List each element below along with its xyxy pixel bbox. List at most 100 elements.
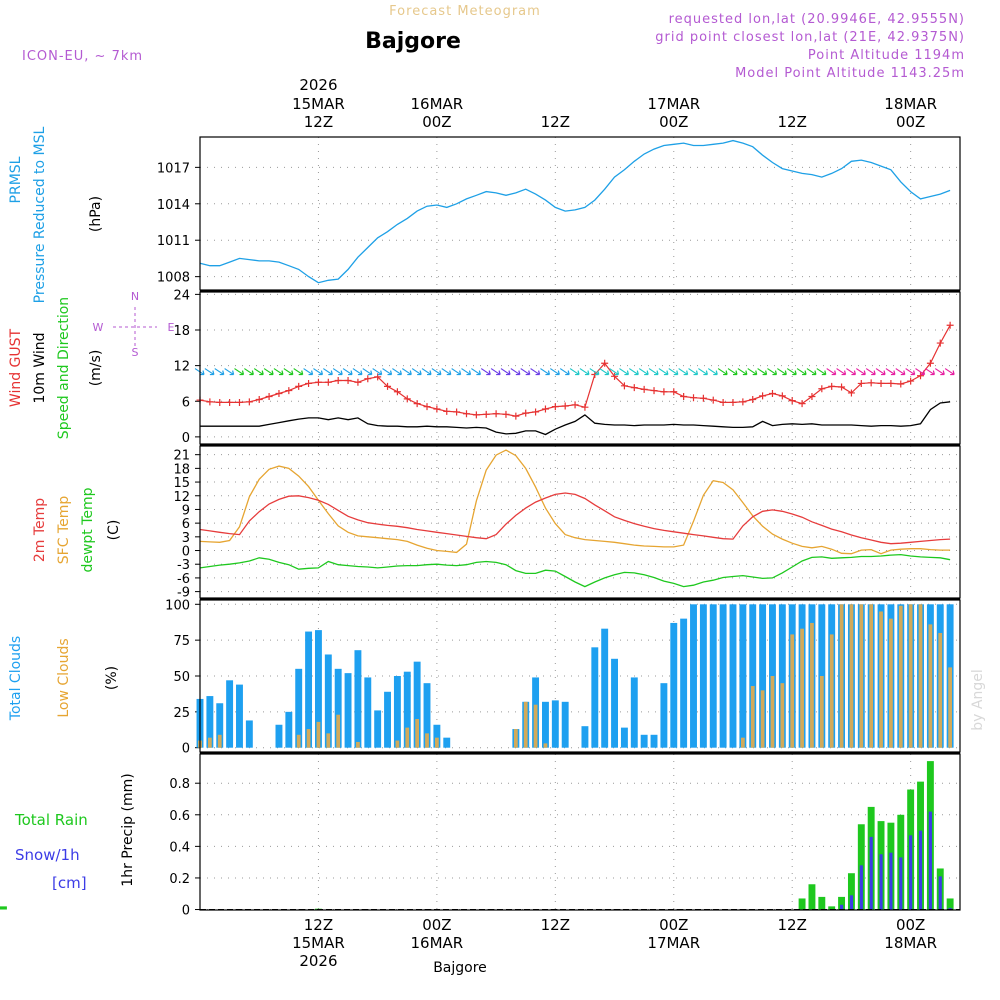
total-cloud-bar [393,676,401,748]
low-cloud-bar [938,632,943,748]
total-cloud-bar [620,727,628,748]
gust-marker [344,376,352,384]
y-tick-label: 1008 [157,271,190,286]
wind-direction-arrow [313,368,324,376]
total-cloud-bar [670,622,678,748]
total-cloud-bar [295,668,303,748]
top-time-label: 12Z [304,113,333,131]
total-cloud-bar [305,631,313,748]
gust-marker [226,398,234,406]
gust-marker [413,400,421,408]
wind-direction-arrow [332,368,343,376]
low-cloud-bar [523,701,528,748]
low-cloud-bar [819,676,824,748]
total-cloud-bar [630,677,638,748]
wind-direction-arrow [865,368,876,376]
total-cloud-bar [739,604,747,748]
compass-east: E [168,321,175,334]
footer-location: Bajgore [433,960,487,976]
rain-bar [808,884,816,910]
y-axis-label: Total Rain [14,811,88,829]
low-cloud-bar [207,737,212,748]
gust-marker [462,410,470,418]
total-cloud-bar [443,737,451,748]
y-axis-label: Pressure Reduced to MSL [32,126,48,303]
gust-marker [314,378,322,386]
wind-direction-arrow [234,368,245,376]
low-cloud-bar [336,714,341,748]
total-cloud-bar [245,720,253,748]
wind-direction-arrow [421,368,432,376]
y-tick-label: 25 [173,706,190,721]
low-cloud-bar [760,690,765,748]
gust-marker [630,384,638,392]
compass-north: N [131,290,139,303]
low-cloud-bar [948,667,953,748]
y-tick-label: 100 [165,598,190,613]
wind-direction-arrow [283,368,294,376]
snow-bar [948,907,952,910]
y-tick-label: 0.8 [169,777,190,792]
y-tick-label: -3 [177,558,190,573]
total-cloud-bar [423,683,431,748]
low-cloud-bar [790,634,795,748]
y-axis-label: PRMSL [8,156,24,203]
bottom-time-label: 18MAR [884,934,937,952]
gust-marker [206,398,214,406]
wind-direction-arrow [707,368,718,376]
plot-area [200,137,960,290]
low-cloud-bar [770,676,775,748]
y-tick-label: 18 [173,324,190,339]
total-cloud-bar [285,711,293,748]
chart-title: Forecast Meteogram [389,4,541,19]
snow-bar [909,835,913,910]
top-time-label: 18MAR [884,95,937,113]
y-tick-label: 12 [173,490,190,505]
total-cloud-bar [551,700,559,748]
gust-marker [423,403,431,411]
total-cloud-bar [699,604,707,748]
wind-direction-arrow [451,368,462,376]
total-cloud-bar [581,726,589,748]
top-time-label: 12Z [778,113,807,131]
wind-direction-arrow [303,368,314,376]
wind-direction-arrow [727,368,738,376]
compass-west: W [93,321,104,334]
gust-marker [877,379,885,387]
wind-direction-arrow [322,368,333,376]
bottom-time-label: 2026 [299,952,337,970]
plot-area [200,754,960,910]
gust-marker [453,408,461,416]
top-time-label: 17MAR [647,95,700,113]
snow-bar [839,904,844,910]
low-cloud-bar [217,734,222,748]
y-axis-label: (%) [104,666,120,690]
low-cloud-bar [859,604,864,748]
snow-bar [859,865,863,910]
wind-direction-arrow [461,368,472,376]
gust-marker [680,393,688,400]
low-cloud-bar [908,604,913,748]
wind-direction-arrow [431,368,442,376]
bottom-time-label: 00Z [896,916,925,934]
gust-marker [433,405,441,413]
low-cloud-bar [306,729,311,748]
y-axis-label: SFC Temp [56,496,72,565]
wind-direction-arrow [836,368,847,376]
wind-direction-arrow [915,368,926,376]
wind-direction-arrow [589,368,600,376]
gust-marker [768,390,776,398]
y-axis-label: (C) [106,520,122,541]
y-tick-label: 6 [182,395,190,410]
gust-marker [285,387,293,395]
gust-marker [690,394,698,402]
wind-direction-arrow [717,368,728,376]
snow-bar [849,895,854,910]
y-axis-label: Snow/1h [15,846,80,864]
gust-marker [818,385,826,393]
gust-marker [275,390,283,398]
total-cloud-bar [275,724,283,748]
wind-direction-arrow [549,368,560,376]
rain-bar [818,896,826,910]
rain-bar [847,873,855,910]
